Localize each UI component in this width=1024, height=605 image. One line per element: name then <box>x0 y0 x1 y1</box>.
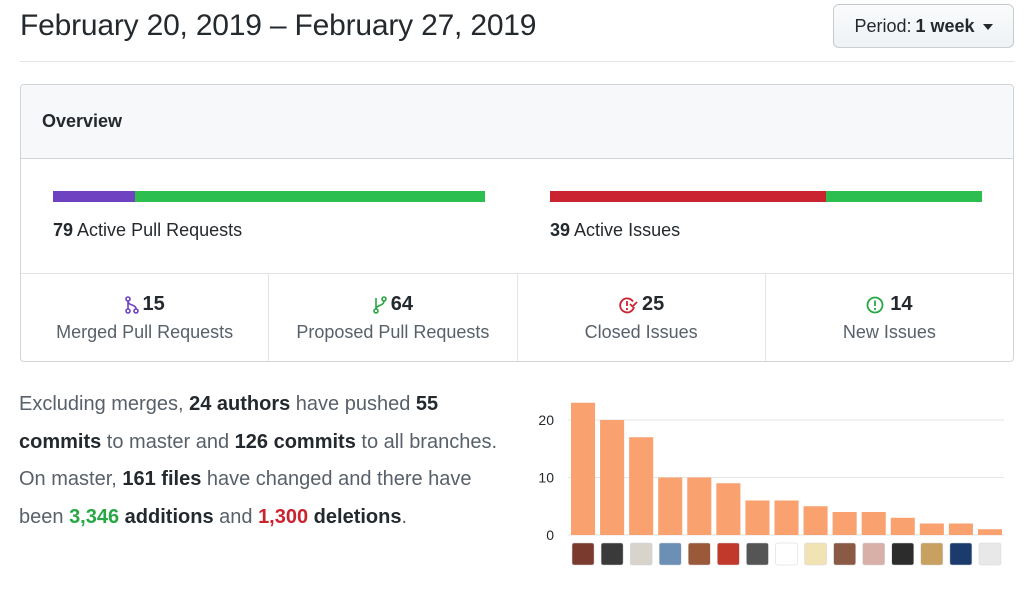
summary-text: to all branches. On master, <box>19 430 498 491</box>
caret-down-icon <box>982 24 993 30</box>
author-avatar[interactable] <box>833 542 856 566</box>
period-label: Period: <box>854 15 912 36</box>
commits-by-author-chart: 0 10 20 <box>528 392 1008 572</box>
chart-svg: 0 10 20 <box>538 402 1004 566</box>
chart-bar[interactable] <box>745 500 770 536</box>
summary-text: have pushed <box>290 393 416 415</box>
chart-bar[interactable] <box>890 517 915 535</box>
summary-text: Excluding merges, <box>19 393 190 415</box>
commit-summary: Excluding merges, 24 authors have pushed… <box>19 386 519 536</box>
issue-opened-icon <box>866 296 886 314</box>
stat-value: 64 <box>390 293 413 315</box>
stat-label: Closed Issues <box>584 322 698 342</box>
author-avatar[interactable] <box>775 542 798 566</box>
active-issues-text: Active Issues <box>574 220 681 240</box>
overview-bars: 79 Active Pull Requests 39 Active Issues <box>21 159 1013 274</box>
stat-new-issues[interactable]: 14 New Issues <box>764 274 1013 361</box>
summary-text: . <box>401 505 408 528</box>
merged-bar-segment <box>53 191 136 202</box>
overview-stats: 15 Merged Pull Requests 64 Proposed Pull… <box>21 274 1013 361</box>
author-avatar[interactable] <box>571 542 595 566</box>
date-range-title: February 20, 2019 – February 27, 2019 <box>20 9 537 42</box>
author-avatar[interactable] <box>978 542 1002 566</box>
open-bar-segment <box>826 191 982 202</box>
summary-text: and <box>213 505 259 528</box>
overview-title: Overview <box>42 111 123 131</box>
author-avatar[interactable] <box>891 542 915 566</box>
additions-count: 3,346 <box>69 505 120 528</box>
overview-panel: Overview 79 Active Pull Requests 39 Acti… <box>20 84 1014 362</box>
stat-value: 15 <box>142 293 165 315</box>
git-merge-icon <box>124 295 139 314</box>
active-pull-requests-text: Active Pull Requests <box>77 220 243 240</box>
chart-bar[interactable] <box>832 512 857 535</box>
chart-bar[interactable] <box>716 483 741 535</box>
deletions-count: 1,300 <box>258 505 309 528</box>
stat-label: New Issues <box>842 322 936 342</box>
stat-closed-issues[interactable]: 25 Closed Issues <box>516 274 765 361</box>
author-avatar[interactable] <box>949 542 973 566</box>
master-commits-count: 55 commits <box>19 393 439 453</box>
y-tick-label: 10 <box>538 470 554 486</box>
stat-value: 14 <box>890 293 913 315</box>
author-avatar[interactable] <box>600 542 624 566</box>
author-avatar[interactable] <box>629 542 653 566</box>
open-bar-segment <box>135 191 485 202</box>
author-avatar[interactable] <box>804 542 827 566</box>
author-avatar[interactable] <box>862 542 885 566</box>
author-avatar[interactable] <box>920 542 944 566</box>
chart-bar[interactable] <box>658 477 683 536</box>
chart-bar[interactable] <box>977 529 1002 535</box>
y-tick-label: 20 <box>538 412 554 428</box>
period-selector-button[interactable]: Period: 1 week <box>833 4 1014 48</box>
chart-bar[interactable] <box>629 437 654 535</box>
author-avatar[interactable] <box>746 542 769 566</box>
chart-bar[interactable] <box>687 477 712 536</box>
issues-progress-bar <box>550 191 982 202</box>
stat-merged-pull-requests[interactable]: 15 Merged Pull Requests <box>21 274 268 361</box>
stat-label: Merged Pull Requests <box>56 322 234 342</box>
active-issues-summary[interactable]: 39 Active Issues <box>550 191 982 241</box>
active-pull-requests-label: 79 Active Pull Requests <box>53 220 485 241</box>
author-avatar[interactable] <box>717 542 740 566</box>
files-changed-count: 161 files <box>122 468 202 490</box>
y-tick-label: 0 <box>546 527 554 543</box>
git-pull-request-icon <box>372 295 387 314</box>
active-issues-count: 39 <box>550 220 571 240</box>
author-avatar[interactable] <box>688 542 711 566</box>
deletions-word: deletions <box>308 505 402 528</box>
chart-bar[interactable] <box>803 506 828 535</box>
chart-bar[interactable] <box>774 500 799 536</box>
summary-text: have changed and there have been <box>19 468 472 528</box>
active-issues-label: 39 Active Issues <box>550 220 982 241</box>
stat-proposed-pull-requests[interactable]: 64 Proposed Pull Requests <box>268 274 516 361</box>
issue-closed-icon <box>618 296 638 314</box>
summary-text: to master and <box>101 430 235 453</box>
authors-count: 24 authors <box>189 393 291 415</box>
active-pull-requests-summary[interactable]: 79 Active Pull Requests <box>53 191 485 241</box>
additions-word: additions <box>119 505 214 528</box>
pull-requests-progress-bar <box>53 191 485 202</box>
active-pull-requests-count: 79 <box>53 220 74 240</box>
page-header: February 20, 2019 – February 27, 2019 Pe… <box>20 0 1014 62</box>
period-value: 1 week <box>915 15 975 36</box>
all-commits-count: 126 commits <box>234 430 356 453</box>
stat-label: Proposed Pull Requests <box>296 322 490 342</box>
overview-header: Overview <box>21 85 1013 159</box>
chart-bar[interactable] <box>919 523 944 536</box>
author-avatar[interactable] <box>658 542 682 566</box>
chart-bar[interactable] <box>600 420 625 535</box>
closed-bar-segment <box>550 191 827 202</box>
stat-value: 25 <box>642 293 665 315</box>
chart-bar[interactable] <box>571 402 596 535</box>
chart-bar[interactable] <box>948 523 973 536</box>
chart-bar[interactable] <box>861 512 886 535</box>
